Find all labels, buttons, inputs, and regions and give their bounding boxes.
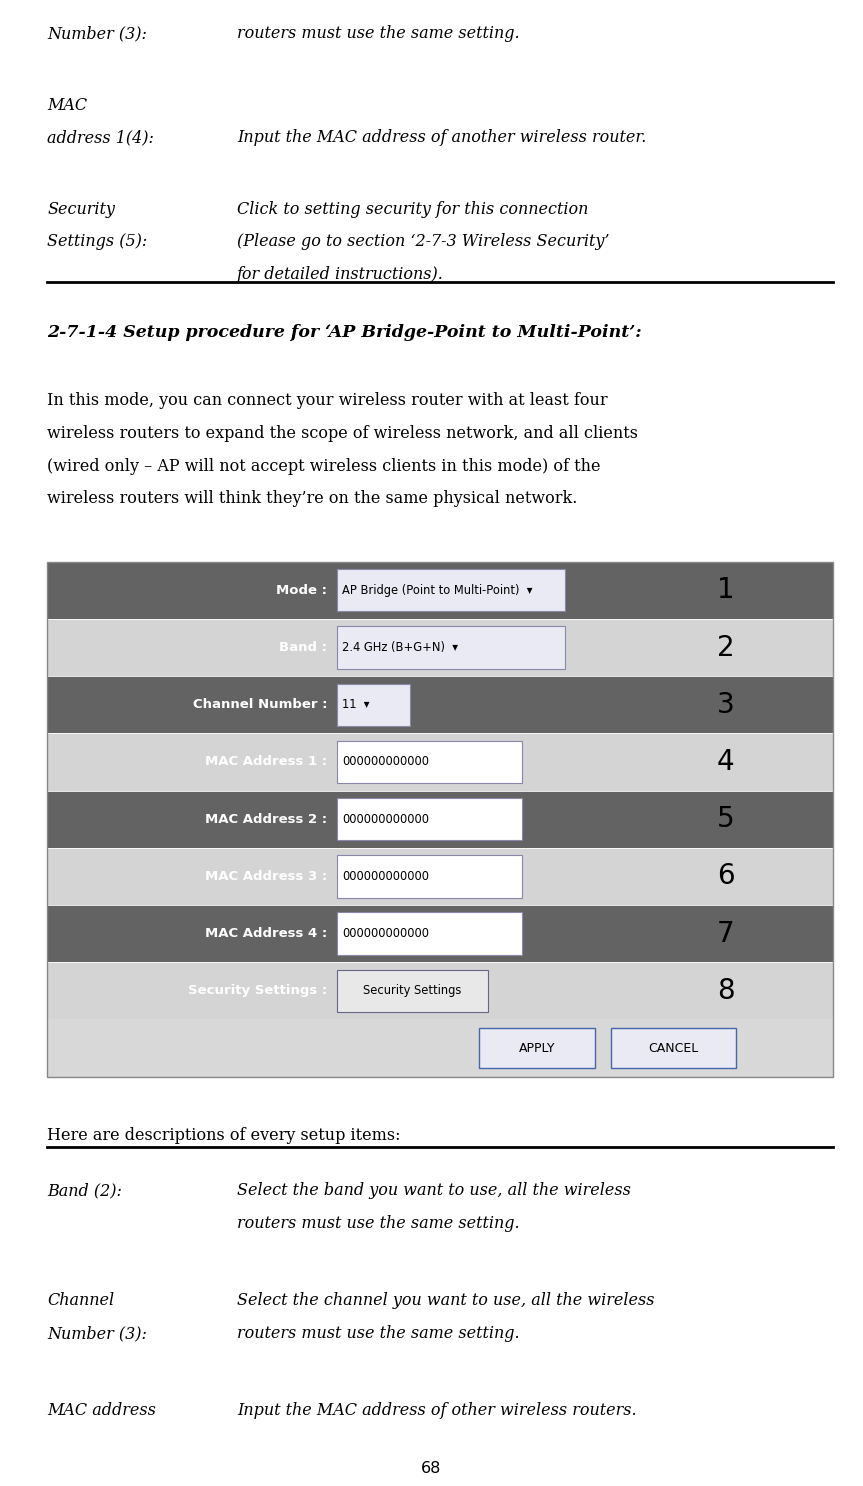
Text: 11  ▾: 11 ▾	[342, 698, 369, 712]
Bar	[337, 970, 488, 1012]
Text: MAC Address 1 :: MAC Address 1 :	[205, 755, 327, 768]
Text: Mode :: Mode :	[276, 584, 327, 597]
Text: (wired only – AP will not accept wireless clients in this mode) of the: (wired only – AP will not accept wireles…	[47, 458, 601, 474]
Bar	[47, 963, 833, 1019]
Bar	[479, 1028, 595, 1068]
Text: Click to setting security for this connection: Click to setting security for this conne…	[237, 201, 589, 217]
Text: Settings (5):: Settings (5):	[47, 233, 148, 250]
Bar	[47, 905, 833, 963]
Text: 3: 3	[716, 691, 734, 719]
Bar	[47, 620, 833, 676]
Text: routers must use the same setting.: routers must use the same setting.	[237, 25, 520, 42]
Text: Number (3):: Number (3):	[47, 25, 148, 42]
Text: MAC address: MAC address	[47, 1403, 156, 1419]
Text: 4: 4	[716, 747, 734, 776]
Text: 2.4 GHz (B+G+N)  ▾: 2.4 GHz (B+G+N) ▾	[342, 640, 458, 654]
Text: APPLY: APPLY	[519, 1042, 556, 1055]
Bar	[47, 849, 833, 905]
Bar	[47, 676, 833, 734]
Bar	[337, 798, 522, 841]
Bar	[337, 627, 565, 669]
Text: 7: 7	[716, 920, 734, 948]
Text: In this mode, you can connect your wireless router with at least four: In this mode, you can connect your wirel…	[47, 392, 608, 409]
Text: Select the band you want to use, all the wireless: Select the band you want to use, all the…	[237, 1183, 631, 1199]
Text: AP Bridge (Point to Multi-Point)  ▾: AP Bridge (Point to Multi-Point) ▾	[342, 584, 532, 597]
Text: 8: 8	[716, 976, 734, 1005]
Text: address 1(4):: address 1(4):	[47, 129, 154, 146]
Text: routers must use the same setting.: routers must use the same setting.	[237, 1216, 520, 1232]
Text: MAC Address 4 :: MAC Address 4 :	[205, 927, 327, 941]
Text: Security Settings: Security Settings	[363, 984, 462, 997]
Bar	[47, 562, 833, 1077]
Text: Input the MAC address of other wireless routers.: Input the MAC address of other wireless …	[237, 1403, 637, 1419]
Text: 1: 1	[716, 577, 734, 605]
Text: 5: 5	[716, 805, 734, 834]
Text: (Please go to section ‘2-7-3 Wireless Security’: (Please go to section ‘2-7-3 Wireless Se…	[237, 233, 610, 250]
Text: MAC Address 2 :: MAC Address 2 :	[205, 813, 327, 826]
Text: 2: 2	[716, 633, 734, 661]
Bar	[47, 791, 833, 849]
Bar	[337, 684, 410, 727]
Text: CANCEL: CANCEL	[648, 1042, 699, 1055]
Text: 000000000000: 000000000000	[342, 927, 429, 941]
Text: Here are descriptions of every setup items:: Here are descriptions of every setup ite…	[47, 1128, 401, 1144]
Text: 000000000000: 000000000000	[342, 755, 429, 768]
Bar	[337, 912, 522, 955]
Bar	[337, 569, 565, 612]
Text: for detailed instructions).: for detailed instructions).	[237, 266, 444, 282]
Text: Channel Number :: Channel Number :	[192, 698, 327, 712]
Text: 2-7-1-4 Setup procedure for ‘AP Bridge-Point to Multi-Point’:: 2-7-1-4 Setup procedure for ‘AP Bridge-P…	[47, 324, 642, 340]
Bar	[47, 562, 833, 620]
Text: 68: 68	[421, 1461, 442, 1476]
Text: Input the MAC address of another wireless router.: Input the MAC address of another wireles…	[237, 129, 646, 146]
Text: routers must use the same setting.: routers must use the same setting.	[237, 1326, 520, 1342]
Text: Number (3):: Number (3):	[47, 1326, 148, 1342]
Bar	[611, 1028, 736, 1068]
Text: Channel: Channel	[47, 1293, 115, 1309]
Text: MAC: MAC	[47, 97, 87, 113]
Text: Security: Security	[47, 201, 116, 217]
Text: 000000000000: 000000000000	[342, 813, 429, 826]
Text: MAC Address 3 :: MAC Address 3 :	[205, 869, 327, 883]
Bar	[47, 734, 833, 791]
Text: Security Settings :: Security Settings :	[188, 984, 327, 997]
Text: Band :: Band :	[280, 640, 327, 654]
Text: wireless routers to expand the scope of wireless network, and all clients: wireless routers to expand the scope of …	[47, 425, 639, 441]
Text: wireless routers will think they’re on the same physical network.: wireless routers will think they’re on t…	[47, 490, 578, 507]
Bar	[47, 1019, 833, 1077]
Bar	[337, 742, 522, 783]
Text: 6: 6	[716, 862, 734, 890]
Text: 000000000000: 000000000000	[342, 869, 429, 883]
Bar	[337, 856, 522, 898]
Text: Select the channel you want to use, all the wireless: Select the channel you want to use, all …	[237, 1293, 655, 1309]
Text: Band (2):: Band (2):	[47, 1183, 123, 1199]
